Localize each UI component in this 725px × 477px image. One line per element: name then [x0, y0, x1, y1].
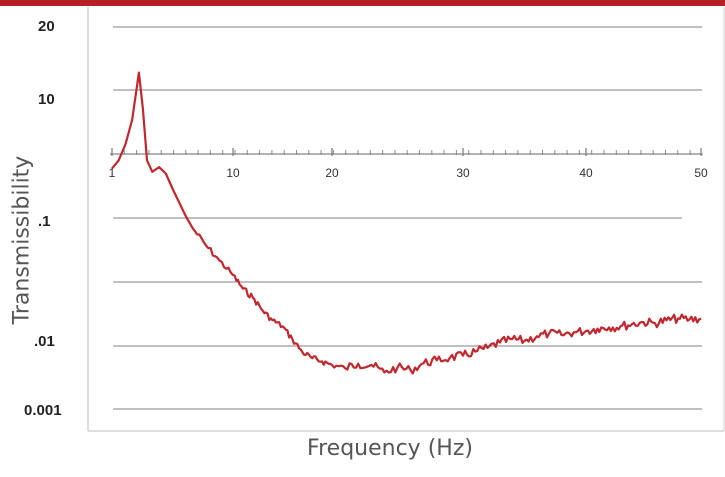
x-tick-label: 40 [579, 166, 593, 180]
x-tick-label: 20 [325, 166, 339, 180]
y-tick-label: 10 [38, 91, 55, 108]
y-tick-label: 20 [38, 18, 55, 35]
y-tick-label: .01 [34, 333, 55, 350]
top-accent-bar [0, 0, 725, 6]
y-axis-label: Transmissibility [9, 155, 35, 325]
x-tick-label: 10 [226, 166, 240, 180]
x-tick-label: 1 [109, 166, 116, 180]
transmissibility-series-line [111, 71, 702, 375]
x-tick-label: 30 [456, 166, 470, 180]
x-tick-label: 50 [694, 166, 708, 180]
y-tick-label: .1 [38, 213, 51, 230]
x-axis-label: Frequency (Hz) [307, 436, 473, 461]
y-tick-label: 0.001 [24, 402, 62, 419]
